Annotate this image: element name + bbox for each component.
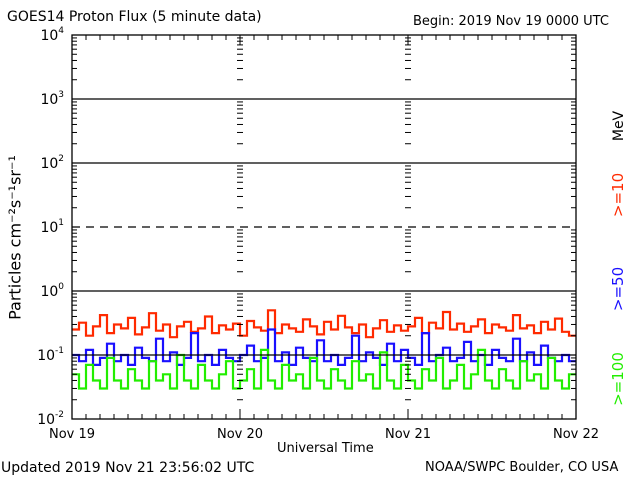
- series-line-2: [72, 348, 576, 390]
- series-line-1: [72, 328, 576, 366]
- x-tick-label: Nov 22: [553, 427, 599, 442]
- footer-updated: Updated 2019 Nov 21 23:56:02 UTC: [1, 460, 255, 476]
- y-tick-label: 104: [40, 26, 64, 44]
- legend-ge50: >=50: [609, 266, 628, 312]
- y-axis-label: Particles cm⁻²s⁻¹sr⁻¹: [5, 155, 25, 320]
- series-line-0: [72, 309, 576, 339]
- legend-ge100: >=100: [608, 352, 627, 406]
- y-tick-label: 103: [40, 90, 64, 108]
- y-tick-label: 102: [40, 154, 64, 172]
- y-tick-label: 10-2: [37, 410, 64, 428]
- x-tick-label: Nov 19: [49, 427, 95, 442]
- begin-label: Begin: 2019 Nov 19 0000 UTC: [413, 14, 609, 29]
- y-tick-label: 101: [40, 218, 64, 236]
- y-tick-label: 100: [40, 282, 64, 300]
- legend-unit: MeV: [611, 110, 628, 142]
- footer-credit: NOAA/SWPC Boulder, CO USA: [425, 460, 619, 475]
- legend-ge10: >=10: [609, 172, 628, 218]
- x-axis-label: Universal Time: [277, 441, 374, 456]
- x-tick-label: Nov 20: [217, 427, 263, 442]
- y-tick-label: 10-1: [37, 346, 64, 364]
- chart-title: GOES14 Proton Flux (5 minute data): [7, 9, 262, 25]
- x-tick-label: Nov 21: [385, 427, 431, 442]
